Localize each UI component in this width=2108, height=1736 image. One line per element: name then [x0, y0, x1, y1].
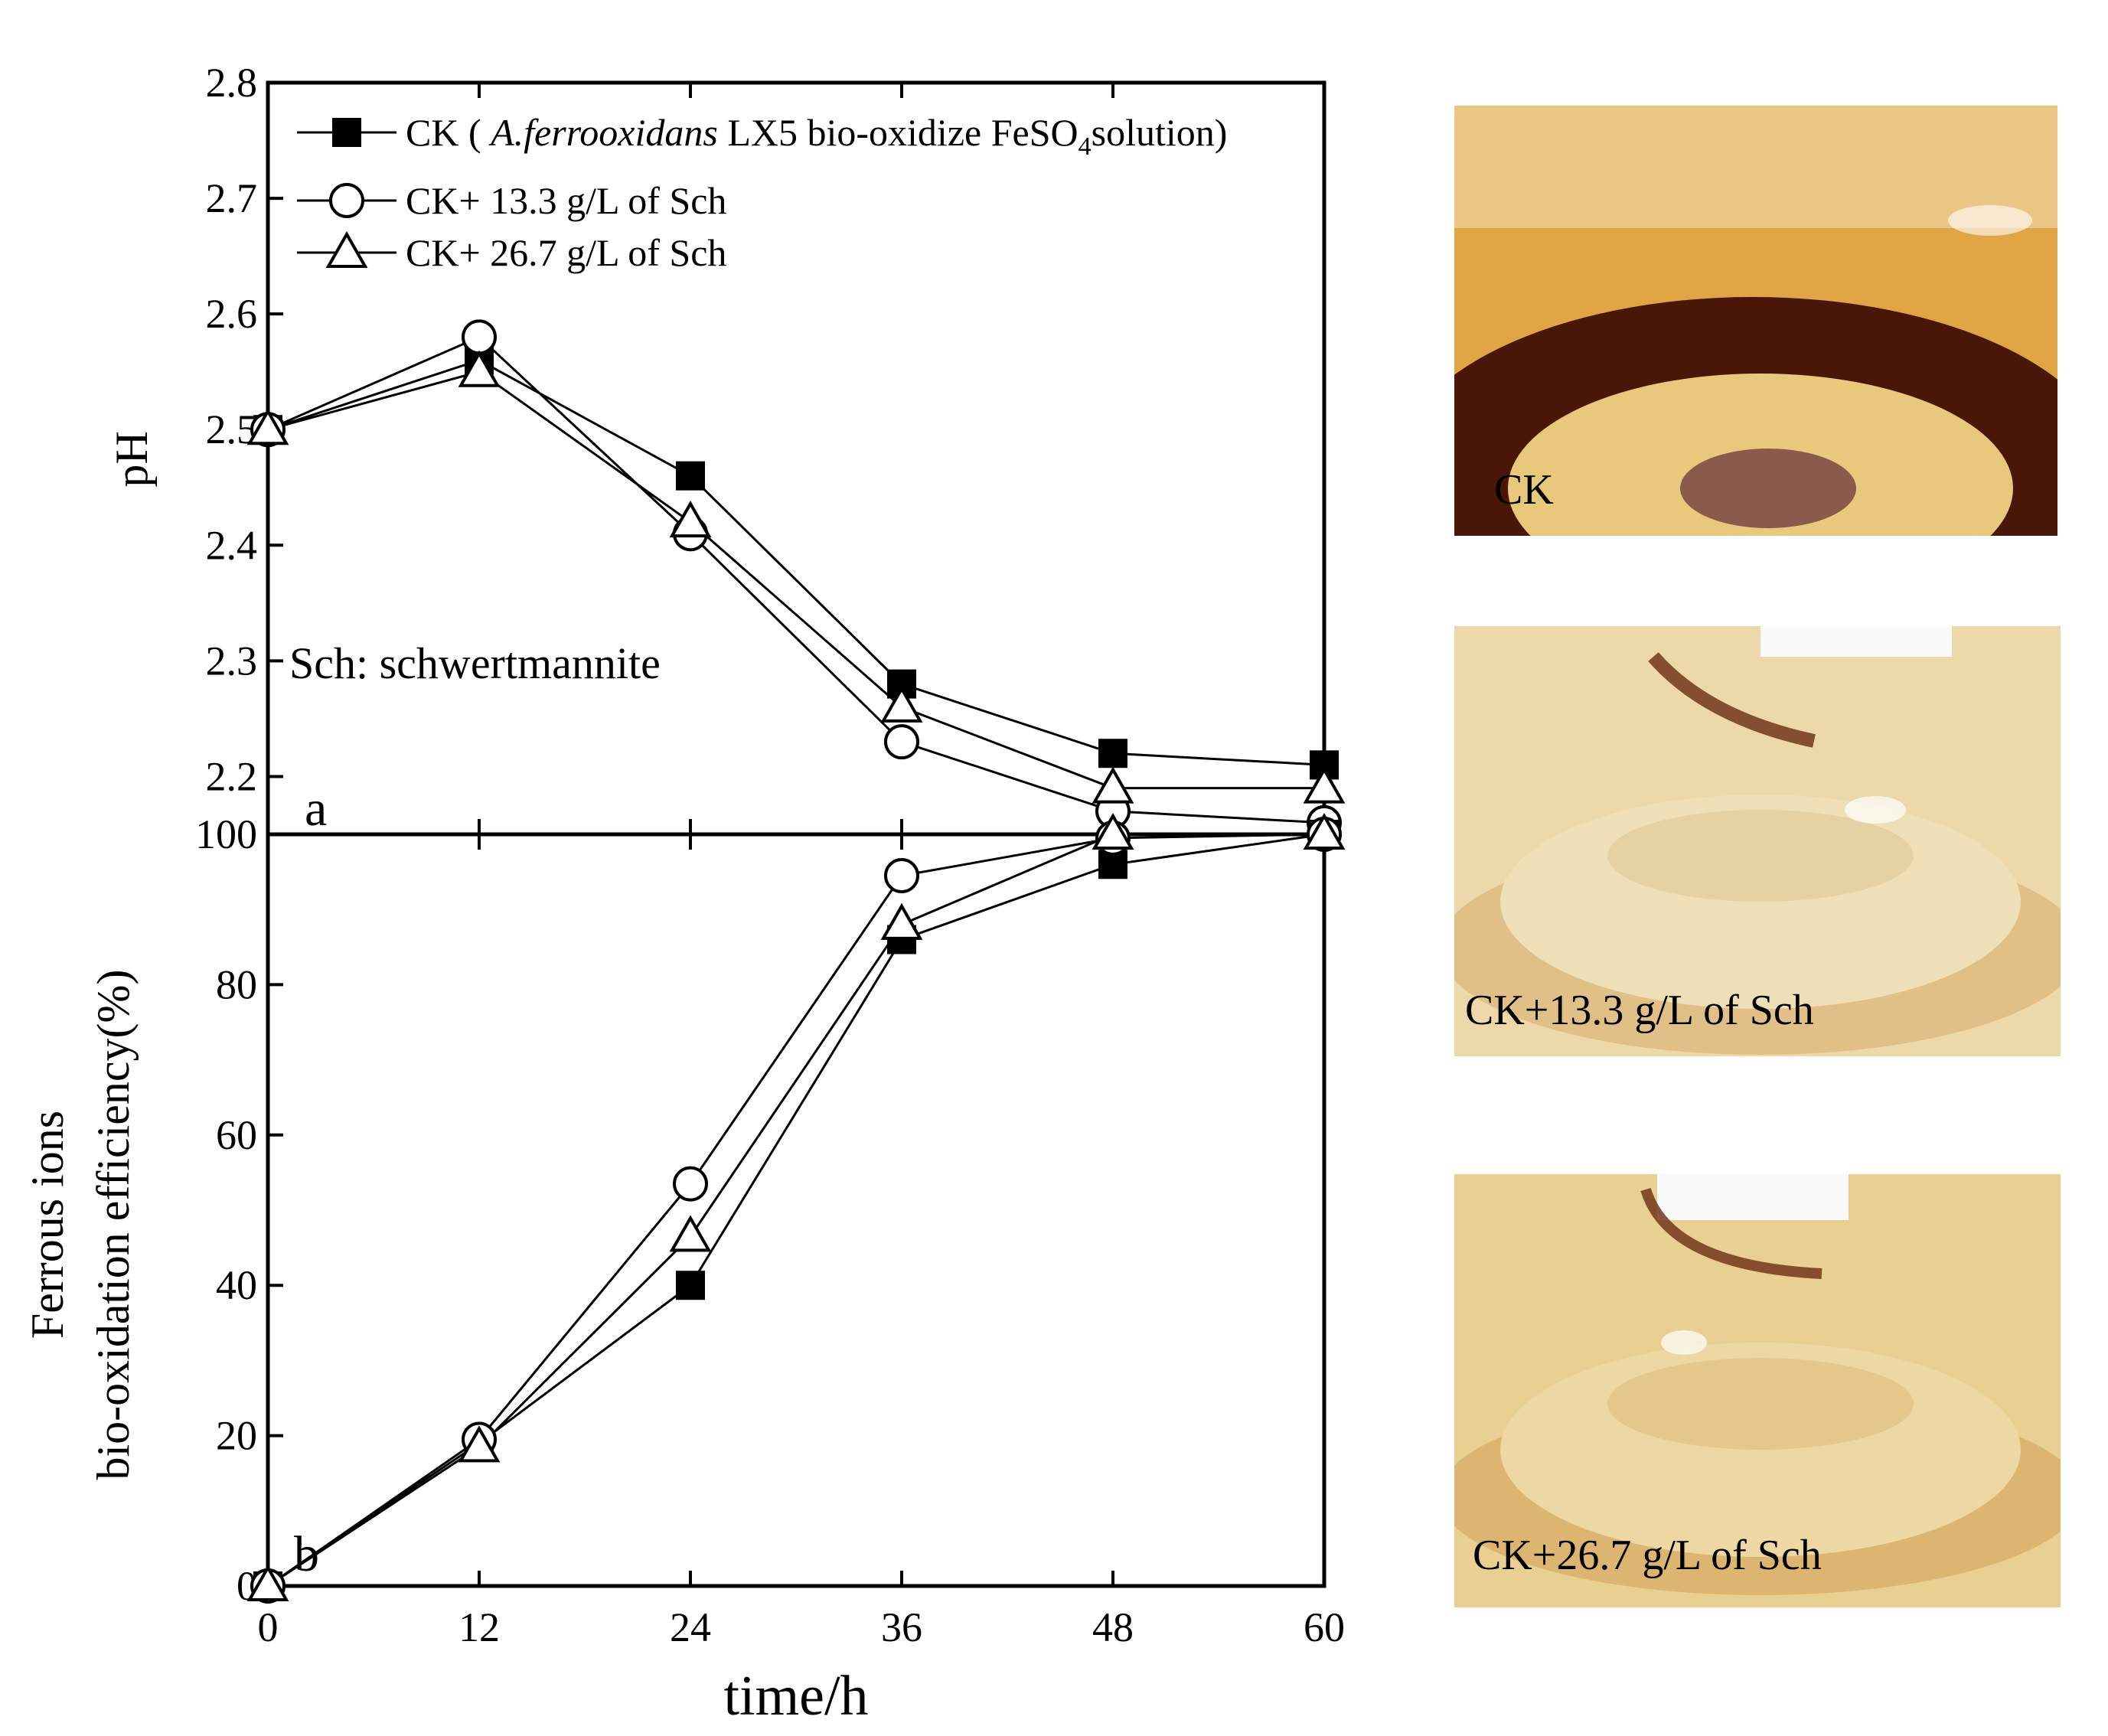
data-point-open-triangle — [246, 1564, 289, 1601]
photo-ck-13-3: CK+13.3 g/L of Sch — [1454, 626, 2061, 1056]
series-line-open-triangle — [267, 833, 1324, 1588]
oxidation-plot-frame — [266, 832, 1326, 1588]
series-line-open-triangle — [267, 370, 1324, 790]
legend-label: CK+ 13.3 g/L of Sch — [406, 179, 726, 222]
flask-highlight — [1845, 796, 1906, 824]
series-line-filled-square — [267, 833, 1325, 1588]
legend-marker-open-triangle — [325, 230, 368, 268]
ph-y-axis-label: pH — [106, 431, 157, 487]
y-tick-label: 2.8 — [206, 60, 258, 106]
legend: CK ( A.ferrooxidans LX5 bio-oxidize FeSO… — [297, 111, 1227, 274]
series-line-open-circle — [267, 335, 1325, 824]
data-point-filled-square — [676, 461, 705, 491]
flask-core — [1607, 810, 1914, 902]
photo-ck-label: CK — [1494, 466, 1554, 514]
ph-chart-panel-a: 2.2 2.3 2.4 2.5 2.6 2.7 2.8 CK ( A.ferrooxidan… — [106, 60, 1346, 840]
x-tick-label: 36 — [881, 1604, 922, 1650]
data-point-open-triangle — [1092, 812, 1134, 850]
y-tick-label: 2.5 — [206, 406, 258, 452]
x-tick-label: 24 — [670, 1604, 711, 1650]
oxidation-series-markers — [246, 812, 1346, 1604]
y-tick-label: 2.4 — [206, 522, 258, 568]
legend-marker-filled-square — [332, 118, 361, 147]
ph-y-ticks: 2.2 2.3 2.4 2.5 2.6 2.7 2.8 — [206, 60, 283, 799]
data-point-open-triangle — [880, 685, 923, 723]
y-tick-label: 40 — [216, 1262, 257, 1308]
x-tick-label: 48 — [1092, 1604, 1134, 1650]
data-point-open-triangle — [246, 408, 289, 445]
data-point-open-triangle — [458, 1425, 501, 1463]
x-axis-label: time/h — [723, 1665, 868, 1728]
oxidation-series-lines — [267, 833, 1325, 1588]
y-tick-label: 2.7 — [206, 175, 258, 221]
x-tick-label: 12 — [458, 1604, 500, 1650]
series-line-open-circle — [267, 833, 1325, 1588]
data-point-open-triangle — [1303, 766, 1346, 804]
legend-label: CK ( A.ferrooxidans LX5 bio-oxidize FeSO… — [406, 111, 1227, 161]
data-point-open-circle — [673, 1166, 708, 1202]
flask-highlight — [1661, 1330, 1707, 1355]
data-point-open-triangle — [669, 1215, 712, 1252]
y-tick-label: 100 — [195, 811, 257, 857]
data-point-open-triangle — [669, 501, 712, 538]
data-point-open-triangle — [880, 902, 923, 940]
data-point-open-circle — [884, 724, 919, 760]
data-point-filled-square — [676, 1271, 705, 1300]
oxidation-y-axis-label-line2: bio-oxidation efficiency(%) — [88, 970, 139, 1480]
flask-ck-image — [1454, 106, 2057, 536]
ph-series-lines — [267, 335, 1325, 824]
panel-label-a: a — [305, 781, 327, 837]
y-tick-label: 2.3 — [206, 638, 258, 684]
oxidation-chart-panel-b: 0 20 40 60 80 100 0 12 24 36 48 60 Ferrous ions bi… — [22, 811, 1346, 1728]
x-tick-label: 60 — [1304, 1604, 1345, 1650]
flask-13-3-image — [1454, 626, 2061, 1056]
oxidation-y-axis-label-line1: Ferrous ions — [22, 1111, 73, 1339]
photo-shade — [1454, 106, 2057, 228]
data-point-open-circle — [462, 319, 497, 355]
panel-label-b: b — [294, 1526, 319, 1582]
flask-label-sticker — [1657, 1174, 1849, 1220]
oxidation-x-ticks: 0 12 24 36 48 60 — [258, 834, 1345, 1650]
photo-ck: CK — [1454, 106, 2057, 536]
flask-highlight — [1948, 205, 2032, 236]
data-point-open-triangle — [1092, 766, 1134, 804]
flask-core — [1607, 1358, 1914, 1450]
data-point-filled-square — [1098, 739, 1127, 768]
precipitate-streak — [1648, 652, 1816, 748]
legend-label: CK+ 26.7 g/L of Sch — [406, 231, 726, 274]
photo-ck-26-7: CK+26.7 g/L of Sch — [1454, 1174, 2061, 1607]
flask-label-sticker — [1760, 626, 1952, 657]
sch-annotation: Sch: schwertmannite — [289, 638, 661, 688]
data-point-open-triangle — [458, 350, 501, 387]
series-line-filled-square — [267, 358, 1325, 766]
data-point-open-circle — [884, 858, 919, 894]
y-tick-label: 2.6 — [206, 291, 258, 337]
x-tick-label: 0 — [258, 1604, 279, 1650]
y-tick-label: 20 — [216, 1413, 257, 1459]
flask-core — [1680, 449, 1856, 528]
flask-26-7-image — [1454, 1174, 2061, 1607]
photo-26-7-label: CK+26.7 g/L of Sch — [1473, 1532, 1822, 1579]
y-tick-label: 60 — [216, 1112, 257, 1158]
ph-series-markers — [246, 319, 1346, 840]
y-tick-label: 80 — [216, 961, 257, 1007]
precipitate-streak — [1640, 1187, 1822, 1279]
data-point-open-triangle — [1303, 812, 1346, 850]
legend-marker-open-circle — [329, 183, 364, 218]
photo-13-3-label: CK+13.3 g/L of Sch — [1465, 987, 1814, 1034]
y-tick-label: 2.2 — [206, 753, 258, 799]
